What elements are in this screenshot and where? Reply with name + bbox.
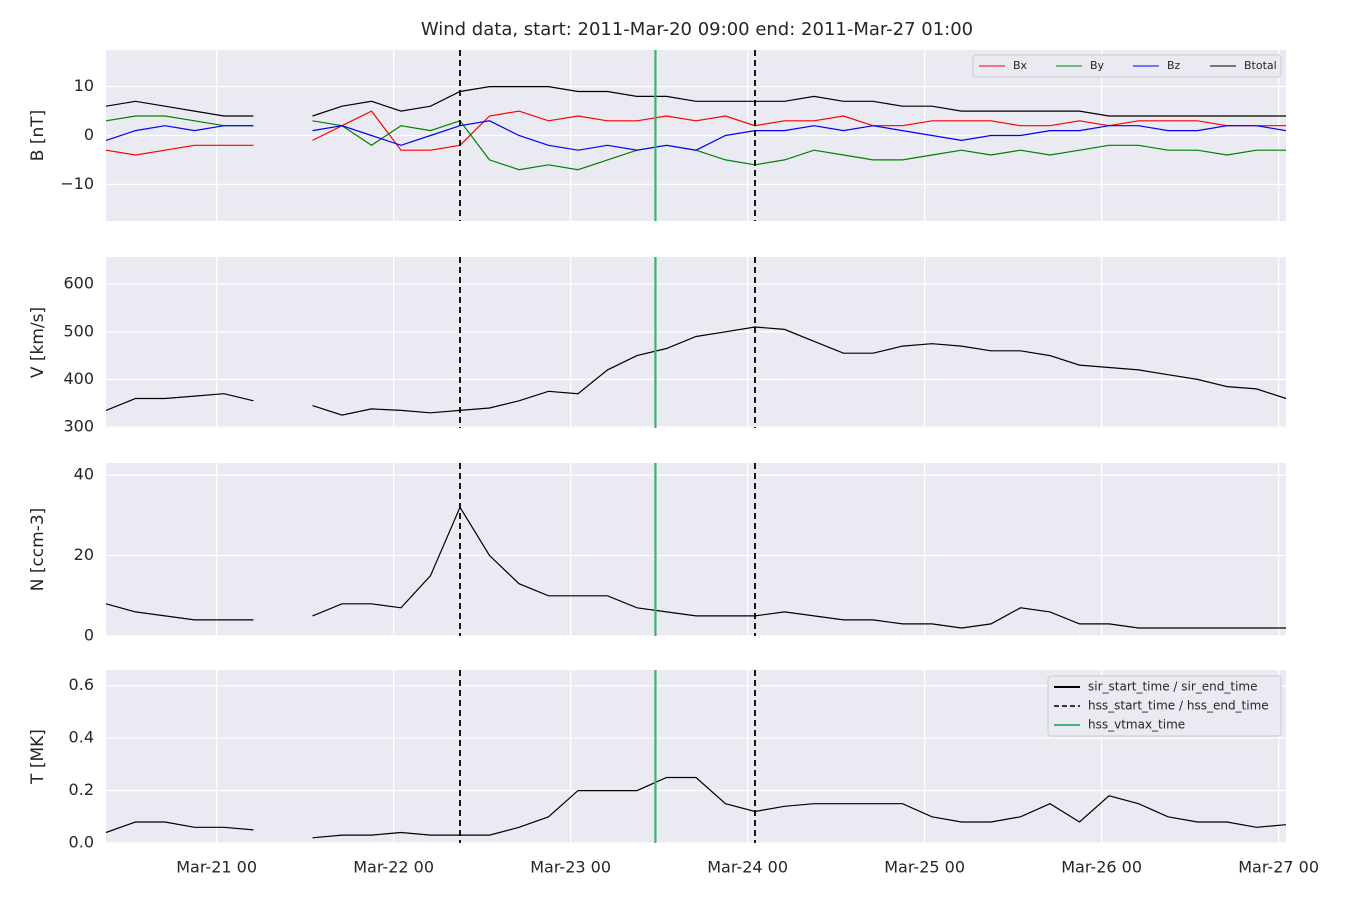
legend-label: Btotal [1244,59,1277,72]
y-axis-label: V [km/s] [28,307,48,378]
legend-label: By [1090,59,1105,72]
y-tick-label: 600 [63,274,94,293]
y-tick-label: 0.2 [69,780,94,799]
x-tick-label: Mar-25 00 [884,858,965,877]
data-line [105,110,1286,156]
x-tick-label: Mar-24 00 [707,858,788,877]
y-tick-label: 400 [63,369,94,388]
data-line [105,86,1286,117]
data-line [105,120,1287,151]
legend-label: Bz [1167,59,1181,72]
x-tick-label: Mar-21 00 [176,858,257,877]
legend-label: Bx [1013,59,1028,72]
y-tick-label: 40 [74,465,94,484]
legend-label: hss_vtmax_time [1088,718,1185,732]
y-tick-label: 20 [74,545,94,564]
y-tick-label: 0 [84,626,94,645]
y-tick-label: −10 [60,174,94,193]
legend-label: sir_start_time / sir_end_time [1088,680,1258,694]
y-tick-label: 10 [74,76,94,95]
y-axis-label: B [nT] [28,110,48,162]
panel-background [106,463,1286,636]
y-axis-label: N [ccm-3] [28,508,48,592]
x-tick-label: Mar-26 00 [1061,858,1142,877]
legend-box [1047,675,1282,737]
data-line [105,326,1287,416]
panel-background [106,257,1286,428]
chart-title: Wind data, start: 2011-Mar-20 09:00 end:… [421,19,973,40]
y-tick-label: 0 [84,125,94,144]
y-axis-label: T [MK] [28,729,48,785]
y-tick-label: 0.4 [69,728,94,747]
data-line [105,505,1286,629]
x-tick-label: Mar-27 00 [1238,858,1319,877]
y-tick-label: 0.6 [69,675,94,694]
y-tick-label: 500 [63,321,94,340]
x-tick-label: Mar-22 00 [353,858,434,877]
y-tick-label: 300 [63,417,94,436]
x-tick-label: Mar-23 00 [530,858,611,877]
y-tick-label: 0.0 [69,833,94,852]
legend-label: hss_start_time / hss_end_time [1088,699,1269,713]
data-line [105,776,1287,839]
legend-box [972,54,1282,78]
